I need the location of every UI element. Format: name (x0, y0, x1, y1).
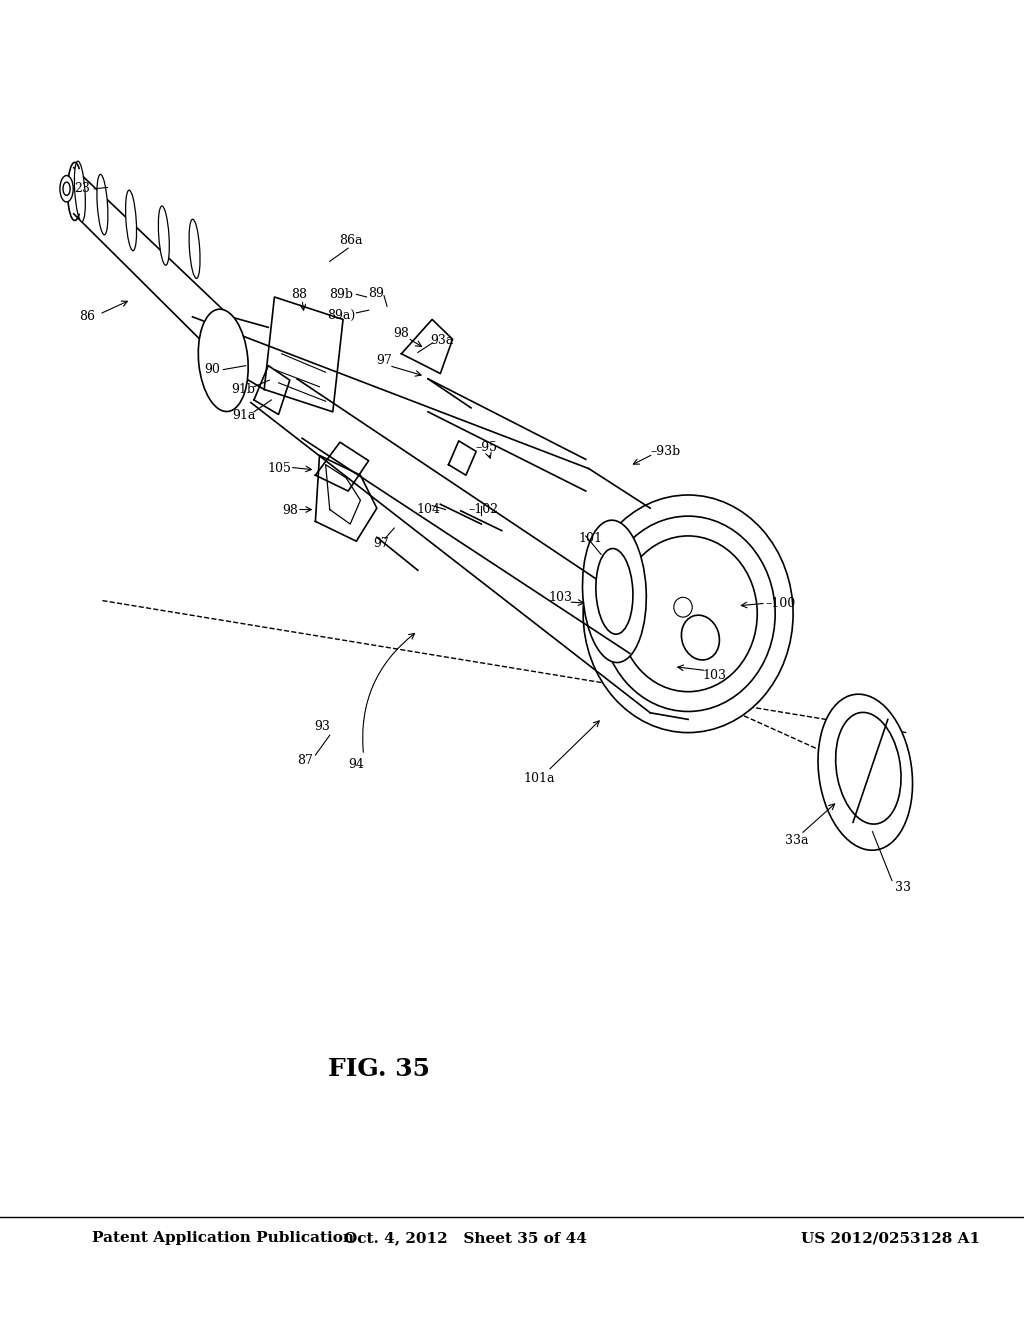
Text: 89: 89 (368, 286, 384, 300)
Text: –95: –95 (475, 441, 498, 454)
Text: 93: 93 (314, 719, 331, 733)
Text: US 2012/0253128 A1: US 2012/0253128 A1 (802, 1232, 980, 1245)
Text: 90: 90 (204, 363, 220, 376)
Ellipse shape (159, 206, 169, 265)
Text: 89a): 89a) (327, 309, 355, 322)
Text: –93b: –93b (650, 445, 681, 458)
Text: 97: 97 (373, 537, 389, 550)
Text: 33: 33 (895, 880, 911, 894)
Text: 97: 97 (376, 354, 392, 367)
Ellipse shape (836, 713, 901, 824)
Text: Oct. 4, 2012   Sheet 35 of 44: Oct. 4, 2012 Sheet 35 of 44 (344, 1232, 588, 1245)
Ellipse shape (63, 182, 70, 195)
Text: 86a: 86a (340, 234, 362, 247)
Ellipse shape (618, 536, 758, 692)
Text: 104: 104 (416, 503, 440, 516)
Text: –102: –102 (468, 503, 499, 516)
Ellipse shape (583, 520, 646, 663)
Ellipse shape (199, 309, 248, 412)
Text: 103: 103 (548, 591, 572, 605)
Text: 98: 98 (282, 504, 298, 517)
Text: 101: 101 (579, 532, 603, 545)
Text: 33a: 33a (785, 834, 808, 847)
Ellipse shape (97, 174, 108, 235)
Text: Patent Application Publication: Patent Application Publication (92, 1232, 354, 1245)
Ellipse shape (601, 516, 775, 711)
Ellipse shape (189, 219, 200, 279)
Text: 89b: 89b (329, 288, 353, 301)
Text: 88: 88 (291, 288, 307, 301)
Text: 94: 94 (348, 758, 365, 771)
Text: 103: 103 (702, 669, 727, 682)
Text: 98: 98 (393, 327, 410, 341)
Ellipse shape (75, 161, 85, 222)
Text: 86: 86 (79, 310, 95, 323)
Ellipse shape (126, 190, 136, 251)
Ellipse shape (674, 597, 692, 616)
Text: 105: 105 (267, 462, 292, 475)
Text: 93a: 93a (431, 334, 454, 347)
Text: 91a: 91a (232, 409, 255, 422)
Ellipse shape (818, 694, 912, 850)
Text: FIG. 35: FIG. 35 (328, 1057, 430, 1081)
Text: 101a: 101a (524, 772, 555, 785)
Text: 23: 23 (74, 182, 90, 195)
Ellipse shape (681, 615, 720, 660)
Text: 91b: 91b (231, 383, 256, 396)
Text: –100: –100 (765, 597, 796, 610)
Ellipse shape (596, 549, 633, 634)
Ellipse shape (59, 176, 74, 202)
Text: 87: 87 (297, 754, 313, 767)
Ellipse shape (584, 495, 794, 733)
